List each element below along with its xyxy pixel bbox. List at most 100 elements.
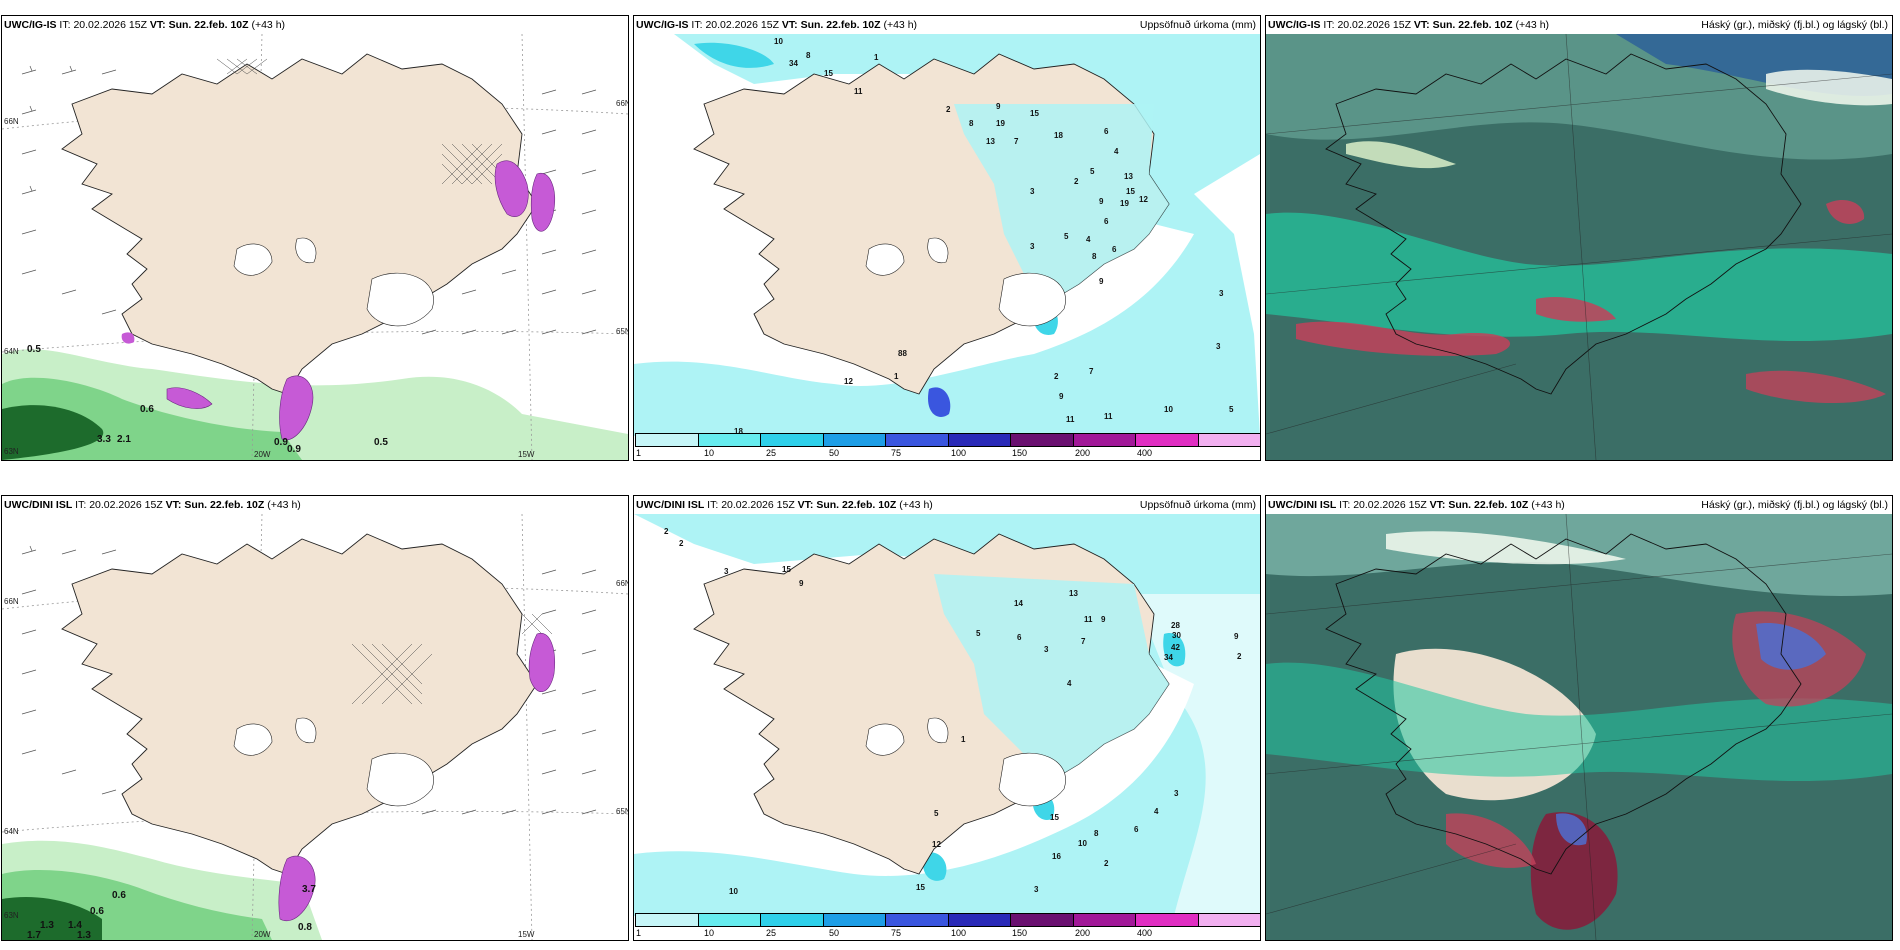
legend-swatch [761,914,824,926]
svg-text:1: 1 [894,372,899,381]
svg-text:2: 2 [679,539,684,548]
value-label: 0.9 [287,444,301,455]
svg-text:8: 8 [969,119,974,128]
svg-text:10: 10 [729,887,738,896]
svg-text:13: 13 [1124,172,1133,181]
lat-label: 64N [4,827,19,836]
svg-text:3: 3 [724,567,729,576]
svg-text:9: 9 [1099,277,1104,286]
value-label: 0.6 [140,404,154,415]
legend-swatch [1011,434,1074,446]
svg-text:11: 11 [1066,415,1075,424]
glacier [366,272,434,327]
panel-header: UWC/IG-IS IT: 20.02.2026 15Z VT: Sun. 22… [2,16,628,34]
lat-label: 66N [616,99,628,108]
legend-swatch [698,434,761,446]
precip-cyan-dark [1163,633,1186,667]
svg-text:10: 10 [1078,839,1087,848]
svg-text:8: 8 [1092,252,1097,261]
precip-magenta [530,172,555,232]
legend-swatch [948,914,1011,926]
legend-tick: 50 [829,448,840,458]
svg-text:3: 3 [1030,187,1035,196]
svg-text:3: 3 [1216,342,1221,351]
svg-text:42: 42 [1171,643,1180,652]
value-label: 0.9 [274,437,288,448]
precip-cyan [634,514,1260,916]
svg-text:9: 9 [1059,392,1064,401]
glacier [927,717,949,744]
svg-text:4: 4 [1086,235,1091,244]
legend-tick: 1 [636,928,642,938]
precip-legend: 1 10 25 50 75 100 150 200 400 [635,433,1260,459]
legend-swatch [1198,434,1260,446]
legend-swatch [636,914,699,926]
legend-swatch [636,434,699,446]
svg-text:11: 11 [1104,412,1113,421]
precip-magenta [278,855,316,921]
legend-tick: 200 [1075,448,1091,458]
svg-text:5: 5 [976,629,981,638]
lon-label: 20W [254,930,271,939]
wind-barbs [21,65,597,335]
svg-text:4: 4 [1154,807,1159,816]
value-label: 3.3 [97,434,111,445]
lat-label: 65N [616,807,628,816]
value-label: 1.3 [40,920,54,931]
legend-tick: 25 [766,928,777,938]
precip-magenta [121,332,135,344]
lat-label: 65N [616,327,628,336]
precip-cyan-dark [922,852,947,881]
precip-magenta [494,160,529,217]
svg-text:13: 13 [986,137,995,146]
svg-text:16: 16 [1052,852,1061,861]
legend-swatch [886,434,949,446]
value-label: 1.3 [77,930,91,940]
legend-swatch [823,914,886,926]
svg-text:15: 15 [1126,187,1135,196]
legend-tick: 200 [1075,928,1091,938]
svg-text:2: 2 [1074,177,1079,186]
legend-swatch [698,914,761,926]
svg-text:5: 5 [1064,232,1069,241]
svg-text:8: 8 [806,51,811,60]
svg-text:7: 7 [1014,137,1019,146]
precip-magenta [166,387,213,409]
precip-blue [928,387,951,417]
panel-ig-cloud: UWC/IG-IS IT: 20.02.2026 15Z VT: Sun. 22… [1265,15,1893,461]
svg-text:15: 15 [782,565,791,574]
svg-text:4: 4 [1114,147,1119,156]
svg-text:13: 13 [1069,589,1078,598]
svg-text:11: 11 [1084,615,1093,624]
hatch-area [216,58,503,185]
cloud-map [1266,514,1892,940]
precip-magenta [279,375,314,441]
legend-tick: 50 [829,928,840,938]
field-title: Háský (gr.), miðský (fj.bl.) og lágský (… [1701,499,1888,511]
panel-dini-wind: UWC/DINI ISL IT: 20.02.2026 15Z VT: Sun.… [1,495,629,941]
svg-text:5: 5 [934,809,939,818]
svg-text:9: 9 [1234,632,1239,641]
legend-tick: 100 [951,448,967,458]
svg-text:15: 15 [916,883,925,892]
glacier [998,272,1066,327]
svg-text:34: 34 [1164,653,1173,662]
svg-text:2: 2 [1104,859,1109,868]
glacier [366,752,434,807]
svg-text:88: 88 [898,349,907,358]
svg-text:6: 6 [1134,825,1139,834]
legend-swatch [1011,914,1074,926]
svg-text:15: 15 [824,69,833,78]
legend-swatch [1073,914,1136,926]
svg-text:9: 9 [799,579,804,588]
legend-tick: 400 [1137,928,1153,938]
panel-header: UWC/DINI ISL IT: 20.02.2026 15Z VT: Sun.… [634,496,1260,514]
svg-text:30: 30 [1172,631,1181,640]
field-title: Uppsöfnuð úrkoma (mm) [1139,19,1256,31]
svg-text:3: 3 [1044,645,1049,654]
legend-swatch [948,434,1011,446]
svg-text:8: 8 [1094,829,1099,838]
svg-text:9: 9 [1099,197,1104,206]
lon-label: 15W [518,450,535,459]
svg-text:14: 14 [1014,599,1023,608]
